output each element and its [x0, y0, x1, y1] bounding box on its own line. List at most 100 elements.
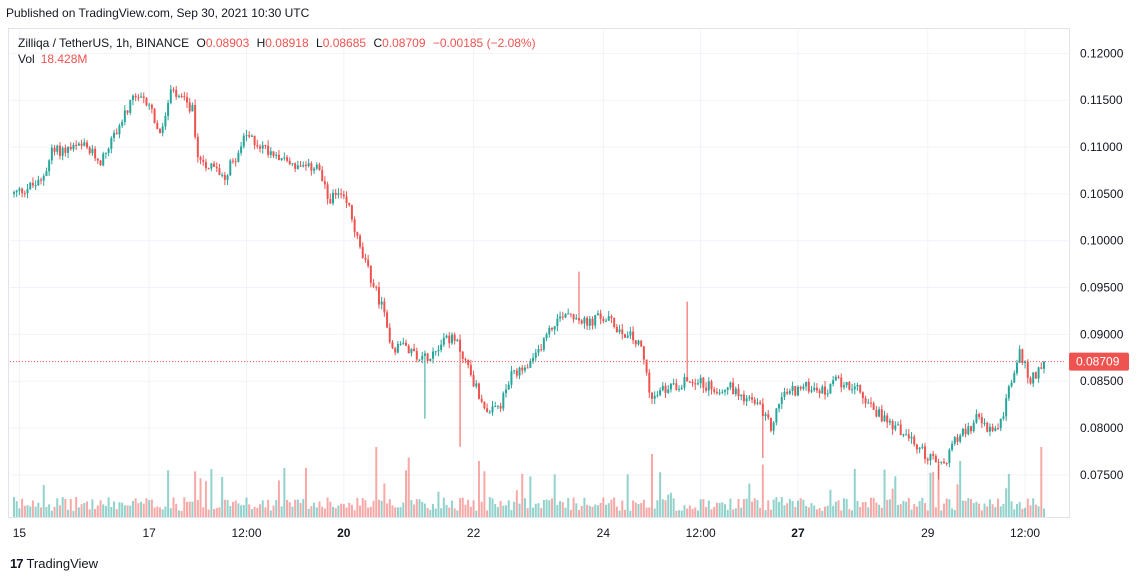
candle-body	[299, 165, 302, 167]
volume-bar	[840, 510, 843, 517]
candle-body	[824, 386, 827, 395]
volume-bar	[761, 464, 764, 517]
candle-body	[1034, 372, 1037, 379]
time-axis: 15 17 12:00 20 22 24 12:00 27 29 12:00	[13, 526, 1041, 540]
candle-body	[829, 384, 832, 394]
volume-bar	[815, 509, 818, 517]
candle-body	[175, 89, 178, 97]
candle-body	[329, 198, 332, 204]
candle-body	[437, 349, 440, 352]
candle-body	[975, 414, 978, 423]
chart-frame[interactable]	[8, 28, 1070, 518]
volume-bar	[437, 491, 440, 517]
candle-body	[523, 367, 526, 371]
candle-body	[715, 391, 718, 394]
volume-bar	[472, 500, 475, 517]
volume-bar	[96, 505, 99, 517]
footer-brand[interactable]: 17 TradingView	[10, 556, 98, 571]
volume-bar	[632, 500, 635, 517]
volume-bar	[37, 502, 40, 517]
volume-bar	[21, 498, 24, 517]
volume-bar	[494, 503, 497, 517]
candle-body	[802, 386, 805, 389]
volume-bar	[418, 499, 421, 517]
volume-bar	[188, 501, 191, 517]
volume-bar	[486, 510, 489, 517]
volume-bar	[240, 505, 243, 517]
candle-body	[410, 348, 413, 354]
candle-body	[342, 194, 345, 197]
candle-body	[1013, 373, 1016, 383]
volume-bar	[897, 504, 900, 517]
y-tick-label: 0.11500	[1080, 93, 1123, 107]
volume-bar	[31, 500, 34, 517]
volume-bar	[991, 504, 994, 517]
candle-body	[845, 382, 848, 386]
volume-bar	[921, 497, 924, 517]
volume-bar	[210, 469, 213, 517]
candle-body	[199, 157, 202, 161]
last-price-label: 0.08709	[1076, 355, 1120, 369]
volume-value: 18.428M	[40, 52, 88, 66]
candle-body	[334, 192, 337, 195]
volume-bar	[696, 510, 699, 517]
candle-body	[213, 163, 216, 167]
volume-bar	[218, 507, 221, 517]
candle-body	[399, 343, 402, 345]
volume-bar	[988, 499, 991, 517]
volume-bar	[953, 509, 956, 517]
candle-body	[459, 339, 462, 352]
volume-bar	[532, 507, 535, 517]
volume-bar	[837, 500, 840, 517]
volume-bar	[469, 506, 472, 517]
candle-body	[532, 357, 535, 362]
candle-body	[513, 370, 516, 372]
candle-body	[997, 428, 1000, 430]
volume-bar	[764, 510, 767, 517]
volume-bar	[767, 500, 770, 517]
candle-body	[267, 145, 270, 155]
candle-body	[810, 390, 813, 392]
volume-bar	[745, 498, 748, 517]
candle-body	[126, 110, 129, 113]
candle-body	[988, 426, 991, 432]
candle-body	[780, 396, 783, 404]
y-tick-label: 0.09000	[1080, 327, 1124, 341]
volume-bar	[834, 501, 837, 517]
candle-body	[807, 381, 810, 392]
candle-body	[710, 381, 713, 390]
volume-bar	[364, 500, 367, 517]
volume-bar	[572, 497, 575, 517]
volume-bar	[586, 504, 589, 517]
candle-body	[96, 158, 99, 161]
candle-body	[967, 426, 970, 435]
volume-bar	[567, 498, 570, 517]
volume-bar	[34, 506, 37, 517]
candle-body	[280, 158, 283, 161]
candle-body	[464, 358, 467, 360]
candle-body	[85, 142, 88, 148]
candle-body	[856, 385, 859, 387]
candle-body	[796, 386, 799, 396]
volume-bar	[180, 510, 183, 517]
candle-body	[842, 385, 845, 388]
volume-bar	[794, 507, 797, 517]
candle-body	[505, 389, 508, 394]
volume-bar	[615, 506, 618, 517]
volume-bar	[886, 499, 889, 517]
candle-body	[613, 317, 616, 327]
candle-body	[907, 434, 910, 439]
candle-body	[456, 339, 459, 341]
candle-body	[564, 313, 567, 318]
volume-bar	[902, 500, 905, 517]
candle-body	[169, 89, 172, 104]
volume-bar	[253, 506, 256, 517]
volume-bar	[786, 503, 789, 517]
candle-body	[718, 392, 721, 394]
candle-body	[1024, 361, 1027, 364]
candle-body	[932, 454, 935, 456]
candle-body	[253, 135, 256, 146]
volume-bar	[810, 503, 813, 517]
volume-bar	[129, 505, 132, 517]
